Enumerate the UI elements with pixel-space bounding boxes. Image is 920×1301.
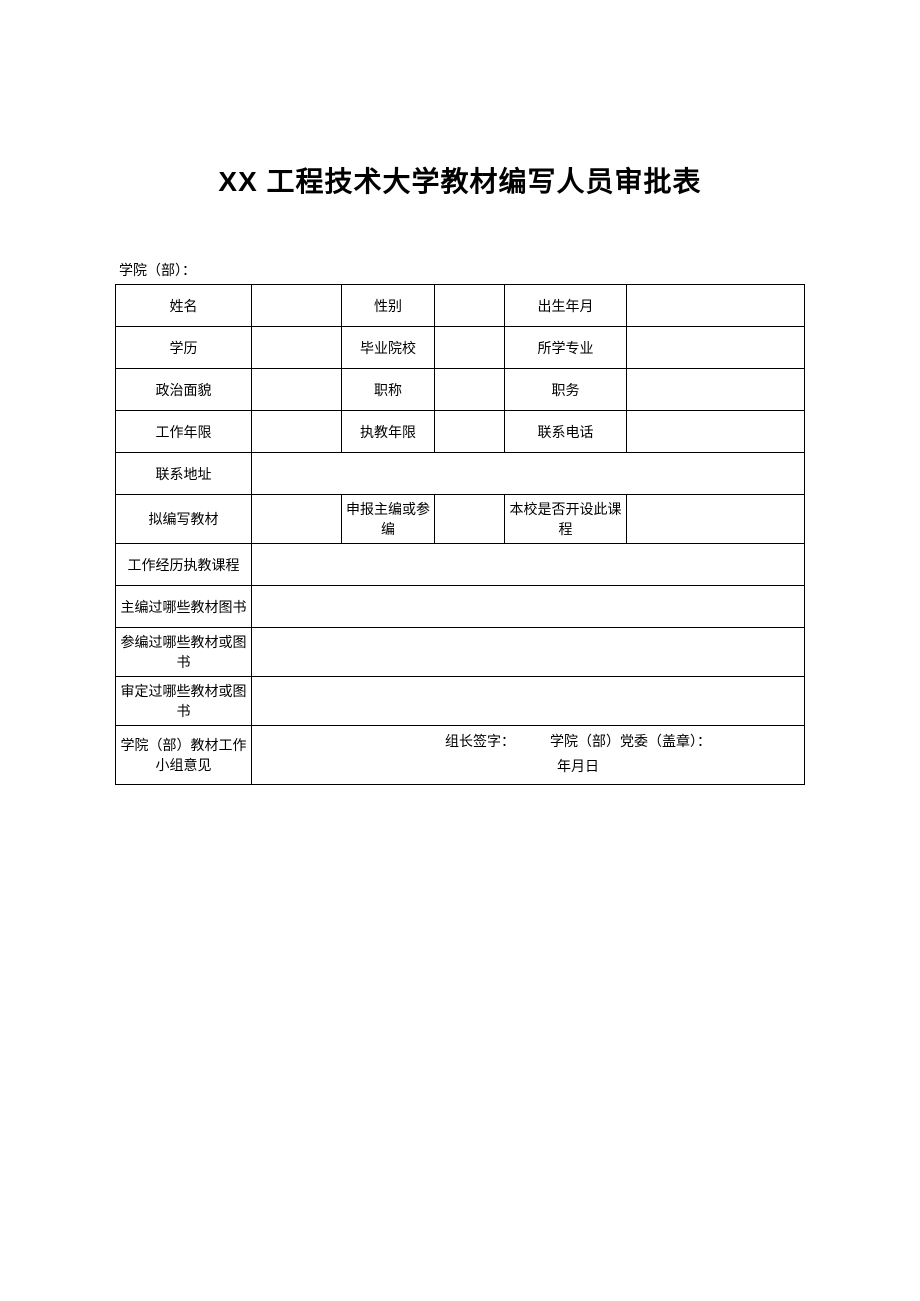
table-row: 联系地址 bbox=[116, 453, 805, 495]
label-name: 姓名 bbox=[116, 285, 252, 327]
label-course-offered: 本校是否开设此课程 bbox=[505, 495, 627, 544]
value-workyears bbox=[252, 411, 342, 453]
table-row: 政治面貌 职称 职务 bbox=[116, 369, 805, 411]
value-phone bbox=[627, 411, 805, 453]
value-political bbox=[252, 369, 342, 411]
label-education: 学历 bbox=[116, 327, 252, 369]
value-position bbox=[627, 369, 805, 411]
table-row: 学院（部）教材工作小组意见 组长签字： 学院（部）党委（盖章）： 年月日 bbox=[116, 726, 805, 785]
value-gender bbox=[435, 285, 505, 327]
signature-line-1: 组长签字： 学院（部）党委（盖章）： bbox=[354, 730, 802, 755]
label-experience: 工作经历执教课程 bbox=[116, 544, 252, 586]
label-title: 职称 bbox=[342, 369, 435, 411]
label-textbook: 拟编写教材 bbox=[116, 495, 252, 544]
label-school: 毕业院校 bbox=[342, 327, 435, 369]
value-editor-role bbox=[435, 495, 505, 544]
value-name bbox=[252, 285, 342, 327]
table-row: 工作年限 执教年限 联系电话 bbox=[116, 411, 805, 453]
value-school bbox=[435, 327, 505, 369]
value-experience bbox=[252, 544, 805, 586]
label-address: 联系地址 bbox=[116, 453, 252, 495]
table-row: 学历 毕业院校 所学专业 bbox=[116, 327, 805, 369]
value-co-edited bbox=[252, 628, 805, 677]
table-row: 拟编写教材 申报主编或参编 本校是否开设此课程 bbox=[116, 495, 805, 544]
label-gender: 性别 bbox=[342, 285, 435, 327]
table-row: 参编过哪些教材或图书 bbox=[116, 628, 805, 677]
value-reviewed bbox=[252, 677, 805, 726]
table-row: 主编过哪些教材图书 bbox=[116, 586, 805, 628]
department-label: 学院（部）： bbox=[115, 260, 805, 280]
label-teachyears: 执教年限 bbox=[342, 411, 435, 453]
label-chief-edited: 主编过哪些教材图书 bbox=[116, 586, 252, 628]
value-title bbox=[435, 369, 505, 411]
label-co-edited: 参编过哪些教材或图书 bbox=[116, 628, 252, 677]
approval-form-table: 姓名 性别 出生年月 学历 毕业院校 所学专业 政治面貌 职称 职务 bbox=[115, 284, 805, 785]
value-chief-edited bbox=[252, 586, 805, 628]
label-political: 政治面貌 bbox=[116, 369, 252, 411]
page-container: XX 工程技术大学教材编写人员审批表 学院（部）： 姓名 性别 出生年月 学历 bbox=[0, 0, 920, 865]
table-row: 姓名 性别 出生年月 bbox=[116, 285, 805, 327]
value-education bbox=[252, 327, 342, 369]
value-course-offered bbox=[627, 495, 805, 544]
value-address bbox=[252, 453, 805, 495]
value-major bbox=[627, 327, 805, 369]
label-phone: 联系电话 bbox=[505, 411, 627, 453]
value-birthdate bbox=[627, 285, 805, 327]
value-opinion: 组长签字： 学院（部）党委（盖章）： 年月日 bbox=[252, 726, 805, 785]
label-major: 所学专业 bbox=[505, 327, 627, 369]
value-textbook bbox=[252, 495, 342, 544]
label-position: 职务 bbox=[505, 369, 627, 411]
signature-block: 组长签字： 学院（部）党委（盖章）： 年月日 bbox=[254, 730, 802, 780]
label-reviewed: 审定过哪些教材或图书 bbox=[116, 677, 252, 726]
signature-date: 年月日 bbox=[354, 755, 802, 780]
label-birthdate: 出生年月 bbox=[505, 285, 627, 327]
value-teachyears bbox=[435, 411, 505, 453]
label-workyears: 工作年限 bbox=[116, 411, 252, 453]
table-row: 审定过哪些教材或图书 bbox=[116, 677, 805, 726]
table-row: 工作经历执教课程 bbox=[116, 544, 805, 586]
label-opinion: 学院（部）教材工作小组意见 bbox=[116, 726, 252, 785]
label-editor-role: 申报主编或参编 bbox=[342, 495, 435, 544]
document-title: XX 工程技术大学教材编写人员审批表 bbox=[115, 160, 805, 200]
